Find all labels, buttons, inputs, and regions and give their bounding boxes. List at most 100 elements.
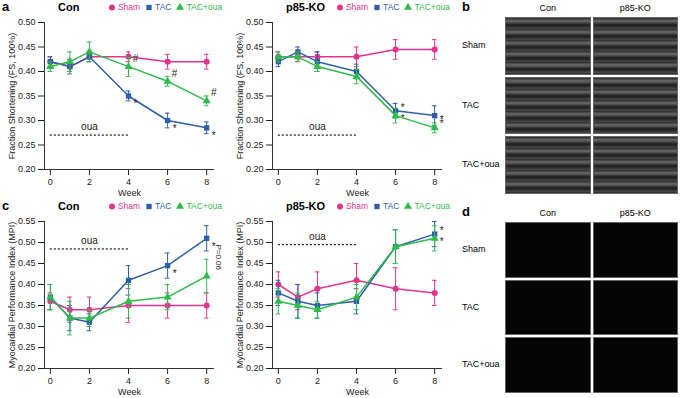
svg-text:0: 0 <box>276 177 281 187</box>
svg-text:0.45: 0.45 <box>18 42 36 52</box>
svg-text:0.40: 0.40 <box>246 279 264 289</box>
svg-text:0.30: 0.30 <box>246 321 264 331</box>
svg-text:8: 8 <box>432 177 437 187</box>
svg-text:*: * <box>440 225 444 236</box>
html-text:Con: Con <box>58 1 80 13</box>
svg-text:0.35: 0.35 <box>246 91 264 101</box>
svg-text:0.20: 0.20 <box>246 363 264 373</box>
html-text:TAC+oua: TAC+oua <box>186 201 222 211</box>
html-text:Sham: Sham <box>117 201 141 211</box>
svg-text:2: 2 <box>315 376 320 386</box>
svg-text:0.45: 0.45 <box>246 42 264 52</box>
svg-text:0.40: 0.40 <box>246 66 264 76</box>
svg-text:8: 8 <box>204 376 209 386</box>
svg-text:Week: Week <box>118 188 141 198</box>
svg-text:4: 4 <box>126 177 131 187</box>
svg-text:8: 8 <box>432 376 437 386</box>
svg-text:6: 6 <box>393 177 398 187</box>
svg-text:Week: Week <box>346 188 369 198</box>
svg-text:oua: oua <box>81 235 98 246</box>
svg-text:oua: oua <box>309 121 326 132</box>
html-text:TAC+oua: TAC+oua <box>414 2 450 12</box>
svg-text:0: 0 <box>48 177 53 187</box>
svg-text:*: * <box>212 241 216 252</box>
svg-text:#: # <box>133 53 139 64</box>
svg-text:0.35: 0.35 <box>246 300 264 310</box>
svg-text:0.50: 0.50 <box>246 17 264 27</box>
svg-text:Myocardial Performance Index (: Myocardial Performance Index (MPI) <box>7 222 17 369</box>
svg-text:Week: Week <box>346 387 369 397</box>
svg-text:0.40: 0.40 <box>18 66 36 76</box>
html-text:Con: Con <box>539 3 556 13</box>
html-text:TAC: TAC <box>155 2 172 12</box>
svg-text:4: 4 <box>354 177 359 187</box>
html-text:TAC+oua: TAC+oua <box>462 159 500 170</box>
svg-text:0: 0 <box>276 376 281 386</box>
svg-text:0.40: 0.40 <box>18 279 36 289</box>
html-text:TAC: TAC <box>383 201 400 211</box>
html-text:TAC: TAC <box>383 2 400 12</box>
html-text:p85-KO: p85-KO <box>619 208 651 218</box>
html-text:Sham: Sham <box>345 2 369 12</box>
svg-text:Fraction Shortening (FS, 100%): Fraction Shortening (FS, 100%) <box>7 33 17 160</box>
svg-text:*: * <box>440 236 444 247</box>
svg-text:0.45: 0.45 <box>246 258 264 268</box>
html-text:Con: Con <box>539 208 556 218</box>
html-text:Sham: Sham <box>462 243 486 254</box>
svg-text:*: * <box>173 123 177 134</box>
svg-text:oua: oua <box>81 121 98 132</box>
svg-text:0.20: 0.20 <box>246 164 264 174</box>
html-text:TAC: TAC <box>462 99 480 110</box>
svg-text:0.50: 0.50 <box>246 237 264 247</box>
html-text:TAC: TAC <box>155 201 172 211</box>
svg-text:0.55: 0.55 <box>18 216 36 226</box>
svg-text:Myocardial Performance Index (: Myocardial Performance Index (MPI) <box>235 222 245 369</box>
svg-text:0.55: 0.55 <box>246 216 264 226</box>
svg-text:Week: Week <box>118 387 141 397</box>
svg-text:Fraction Shortening (FS, 100%): Fraction Shortening (FS, 100%) <box>235 33 245 160</box>
html-text:p85-KO: p85-KO <box>286 1 326 13</box>
html-text:Sham: Sham <box>462 39 486 50</box>
svg-text:*: * <box>212 130 216 141</box>
svg-text:#: # <box>172 68 178 79</box>
svg-text:0.25: 0.25 <box>18 140 36 150</box>
html-text:TAC+oua: TAC+oua <box>186 2 222 12</box>
svg-text:0.25: 0.25 <box>18 342 36 352</box>
svg-text:2: 2 <box>87 177 92 187</box>
html-text:TAC+oua: TAC+oua <box>462 359 500 370</box>
svg-text:0.20: 0.20 <box>18 164 36 174</box>
svg-text:#: # <box>211 87 217 98</box>
svg-text:0.20: 0.20 <box>18 363 36 373</box>
html-text:p85-KO: p85-KO <box>619 3 651 13</box>
svg-text:*: * <box>173 268 177 279</box>
html-text:TAC: TAC <box>462 301 480 312</box>
svg-text:0.50: 0.50 <box>18 17 36 27</box>
svg-text:8: 8 <box>204 177 209 187</box>
svg-text:6: 6 <box>165 177 170 187</box>
svg-text:*: * <box>440 114 444 125</box>
svg-text:0.30: 0.30 <box>18 321 36 331</box>
svg-text:0.50: 0.50 <box>18 237 36 247</box>
svg-text:2: 2 <box>87 376 92 386</box>
svg-text:0.25: 0.25 <box>246 342 264 352</box>
html-text:Sham: Sham <box>345 201 369 211</box>
svg-text:*: * <box>401 102 405 113</box>
svg-text:0.45: 0.45 <box>18 258 36 268</box>
svg-text:0.30: 0.30 <box>18 115 36 125</box>
svg-text:2: 2 <box>315 177 320 187</box>
svg-text:4: 4 <box>126 376 131 386</box>
html-text:Con: Con <box>58 200 80 212</box>
html-text:p85-KO: p85-KO <box>286 200 326 212</box>
svg-text:0.35: 0.35 <box>18 91 36 101</box>
svg-text:0.30: 0.30 <box>246 115 264 125</box>
svg-text:0: 0 <box>48 376 53 386</box>
svg-text:0.35: 0.35 <box>18 300 36 310</box>
svg-text:6: 6 <box>393 376 398 386</box>
html-text:Sham: Sham <box>117 2 141 12</box>
html-text:TAC+oua: TAC+oua <box>414 201 450 211</box>
svg-text:oua: oua <box>309 231 326 242</box>
svg-text:0.25: 0.25 <box>246 140 264 150</box>
svg-text:*: * <box>134 98 138 109</box>
svg-text:6: 6 <box>165 376 170 386</box>
svg-text:4: 4 <box>354 376 359 386</box>
